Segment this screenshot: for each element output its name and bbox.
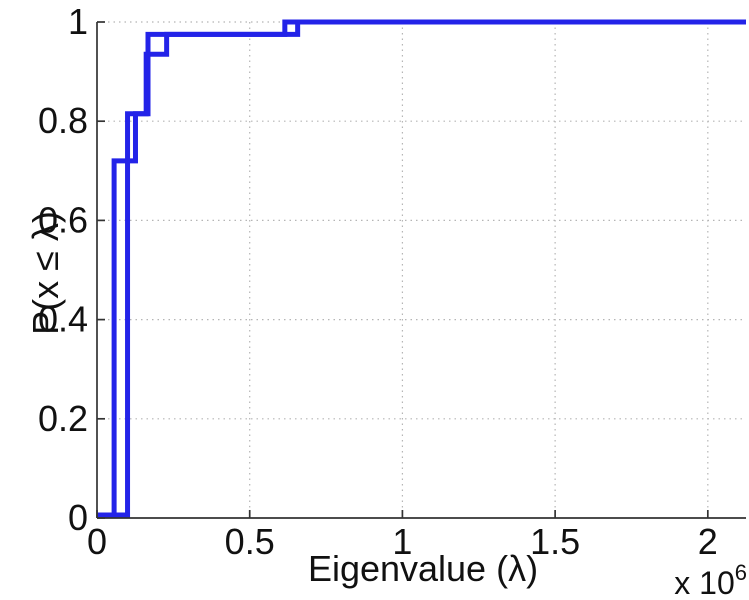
- series-layer: [97, 19, 746, 518]
- x-tick-label: 1: [392, 521, 412, 562]
- x-tick-label: 0: [87, 521, 107, 562]
- multiplier-base: x 10: [674, 565, 735, 600]
- y-tick-label: 0.4: [38, 299, 88, 340]
- y-tick-label: 0.6: [38, 199, 88, 240]
- axis-layer: [96, 21, 746, 519]
- y-tick-label: 0.8: [38, 100, 88, 141]
- x-tick-label: 1.5: [530, 521, 580, 562]
- y-tick-label: 0: [68, 497, 88, 538]
- x-tick-label: 2: [698, 521, 718, 562]
- ecdf-step-line-1: [97, 19, 746, 518]
- x-axis-label: Eigenvalue (λ): [307, 548, 539, 589]
- y-axis-label: P(x ≤ λ): [25, 211, 66, 335]
- y-tick-label: 1: [68, 1, 88, 42]
- ecdf-step-line-2: [97, 19, 746, 518]
- tick-label-layer: 0 0.5 1 1.5 2 0 0.2 0.4 0.6 0.8 1: [38, 1, 718, 562]
- x-tick-label: 0.5: [225, 521, 275, 562]
- x-axis-scale-multiplier: x 106: [674, 562, 747, 600]
- multiplier-exponent: 6: [734, 560, 747, 585]
- y-tick-label: 0.2: [38, 398, 88, 439]
- grid-layer: [97, 21, 746, 518]
